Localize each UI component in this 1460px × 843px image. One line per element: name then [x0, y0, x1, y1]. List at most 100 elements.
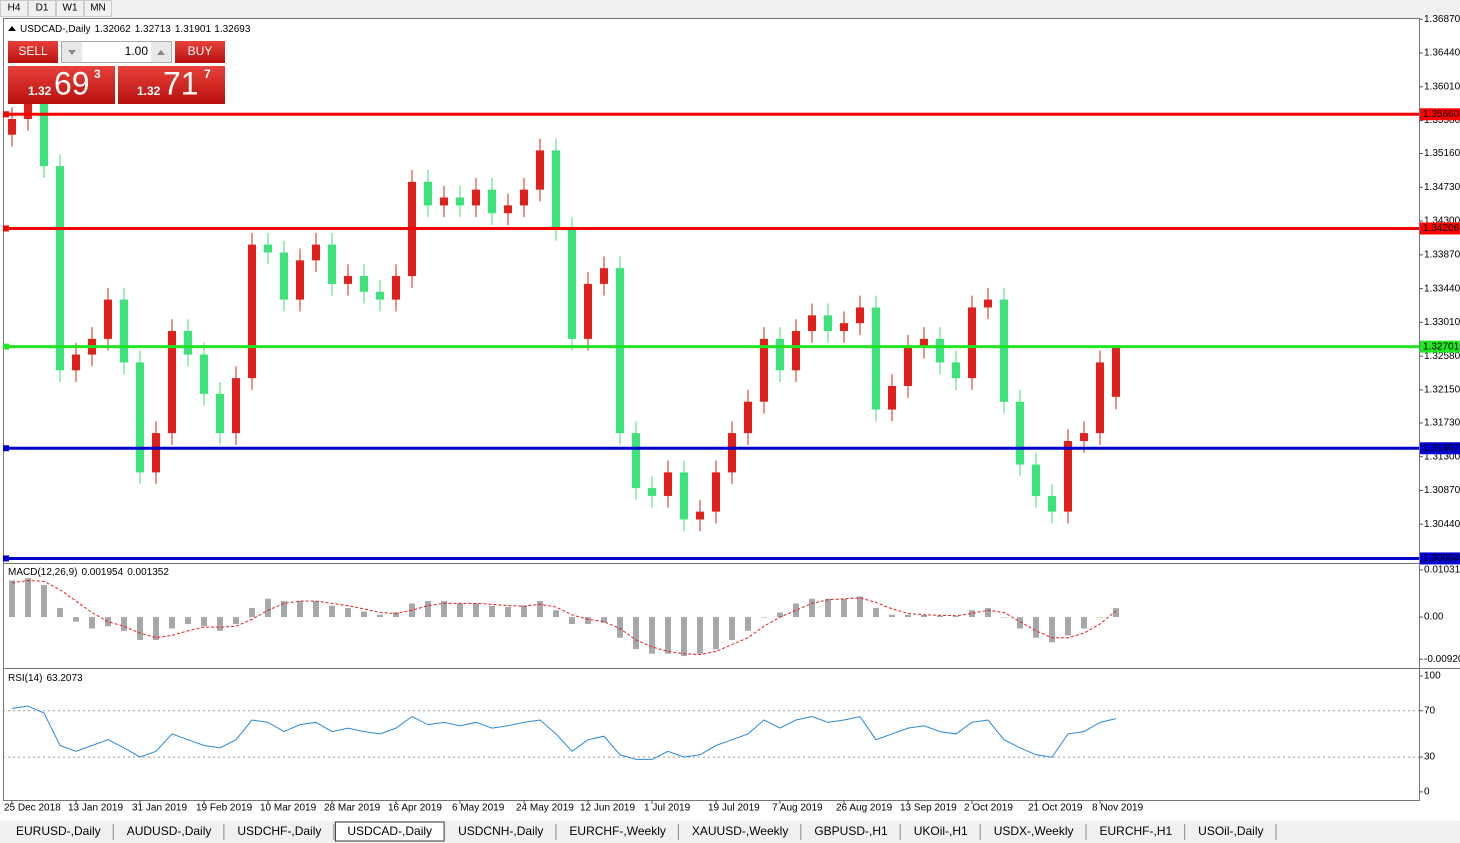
timeframe-label[interactable]: W1 — [63, 3, 78, 14]
symbol-tab-label[interactable]: EURCHF-,H1 — [1100, 824, 1173, 838]
symbol-tab-label[interactable]: USOil-,Daily — [1198, 824, 1263, 838]
candle-body — [808, 315, 816, 332]
y-tick-label: 1.33870 — [1424, 249, 1460, 260]
title: RSI(14) — [8, 673, 42, 684]
symbol-tab[interactable] — [446, 822, 556, 841]
candle-body — [120, 299, 128, 363]
volume-value[interactable]: 1.00 — [125, 44, 149, 58]
macd-bar — [857, 596, 863, 618]
macd-bar — [665, 617, 671, 654]
x-tick-label: 13 Jan 2019 — [68, 803, 123, 814]
level-handle — [3, 555, 9, 562]
symbol-tab[interactable] — [114, 822, 224, 841]
symbol-tab-label[interactable]: XAUUSD-,Weekly — [692, 824, 788, 838]
timeframe-label[interactable]: D1 — [36, 3, 49, 14]
collapse-icon — [8, 26, 16, 31]
buy-price-box[interactable] — [118, 66, 225, 104]
symbol-tab[interactable] — [4, 822, 113, 841]
level-price-box — [1420, 552, 1460, 565]
rsi-line — [11, 705, 1117, 760]
symbol-tab-label[interactable]: EURCHF-,Weekly — [569, 824, 665, 838]
macd-bar — [457, 603, 463, 618]
macd-bar — [361, 611, 367, 618]
candle-body — [904, 346, 912, 386]
level-price-box — [1420, 108, 1460, 121]
macd-bar — [601, 617, 607, 623]
level-price-label: 1.34206 — [1423, 223, 1460, 234]
level-price-label: 1.32701 — [1423, 341, 1460, 352]
rsi-value: 63.2073 — [46, 673, 83, 684]
symbol-tab[interactable] — [679, 822, 801, 841]
macd-bar — [905, 614, 911, 618]
macd-bar — [889, 614, 895, 618]
x-tick-label: 19 Jul 2019 — [708, 803, 760, 814]
candle-body — [1080, 433, 1088, 441]
down-arrow — [68, 50, 76, 55]
candle-body — [136, 362, 144, 473]
macd-value: 0.001954 — [81, 567, 123, 578]
sell-pips: 69 — [54, 65, 90, 101]
candle-body — [104, 299, 112, 339]
y-tick-label: 1.36440 — [1424, 48, 1460, 59]
candle-body — [264, 244, 272, 253]
macd-bar — [25, 578, 31, 618]
timeframe-label[interactable]: MN — [90, 3, 106, 14]
timeframe-tab[interactable] — [56, 0, 84, 17]
macd-bar — [473, 603, 479, 618]
macd-bar — [969, 610, 975, 618]
symbol-tab[interactable] — [1186, 822, 1276, 841]
macd-bar — [377, 614, 383, 618]
volume-field[interactable] — [61, 41, 172, 63]
symbol-tab[interactable] — [901, 822, 980, 841]
y-tick-label: 1.34300 — [1424, 216, 1460, 227]
symbol-tab[interactable] — [225, 822, 334, 841]
timeframe-tab[interactable] — [0, 0, 28, 17]
y-tick-label: 1.33010 — [1424, 317, 1460, 328]
timeframe-label[interactable]: H4 — [8, 3, 21, 14]
x-tick-label: 28 Mar 2019 — [324, 803, 381, 814]
macd-bar — [729, 617, 735, 640]
x-tick-label: 1 Jul 2019 — [644, 803, 691, 814]
candle-body — [328, 244, 336, 284]
symbol-tab-label[interactable]: USDCNH-,Daily — [458, 824, 543, 838]
symbol-tab-label[interactable]: USDCHF-,Daily — [237, 824, 321, 838]
symbol-title: USDCAD-,Daily 1.32062 1.32713 1.31901 1.3269… — [20, 24, 251, 35]
symbol-tab[interactable] — [981, 822, 1086, 841]
macd-bar — [233, 617, 239, 624]
symbol-tab-label[interactable]: USDCAD-,Daily — [347, 824, 432, 838]
symbol-tab-label[interactable]: EURUSD-,Daily — [16, 824, 101, 838]
chart-frame — [3, 18, 1420, 801]
buy-label[interactable]: BUY — [188, 44, 213, 58]
y-tick-label: 0.010311 — [1424, 565, 1460, 576]
timeframe-tab[interactable] — [28, 0, 56, 17]
x-tick-label: 7 Aug 2019 — [772, 803, 823, 814]
symbol-tab-label[interactable]: GBPUSD-,H1 — [814, 824, 888, 838]
sell-label[interactable]: SELL — [18, 44, 48, 58]
buy-button[interactable] — [175, 41, 225, 63]
symbol-tab[interactable] — [802, 822, 900, 841]
macd-bar — [681, 617, 687, 657]
symbol-tab-label[interactable]: USDX-,Weekly — [994, 824, 1074, 838]
symbol-tab[interactable] — [1087, 822, 1185, 841]
sell-price-box[interactable] — [8, 66, 115, 104]
macd-bar — [521, 605, 527, 618]
y-tick-label: 1.35580 — [1424, 115, 1460, 126]
level-price-box — [1420, 340, 1460, 353]
sell-button[interactable] — [8, 41, 58, 63]
candle-body — [616, 268, 624, 434]
macd-bar — [137, 617, 143, 640]
symbol-tab-label[interactable]: UKOil-,H1 — [914, 824, 968, 838]
symbol-tab-label[interactable]: AUDUSD-,Daily — [127, 824, 212, 838]
candle-body — [632, 433, 640, 489]
macd-bar — [185, 617, 191, 624]
macd-bar — [329, 605, 335, 618]
candle-body — [1048, 495, 1056, 512]
candle-body — [24, 103, 32, 119]
level-handle — [3, 225, 9, 232]
x-tick-label: 6 May 2019 — [452, 803, 505, 814]
symbol-tab[interactable] — [557, 822, 678, 841]
timeframe-tab[interactable] — [84, 0, 112, 17]
candle-body — [488, 189, 496, 214]
